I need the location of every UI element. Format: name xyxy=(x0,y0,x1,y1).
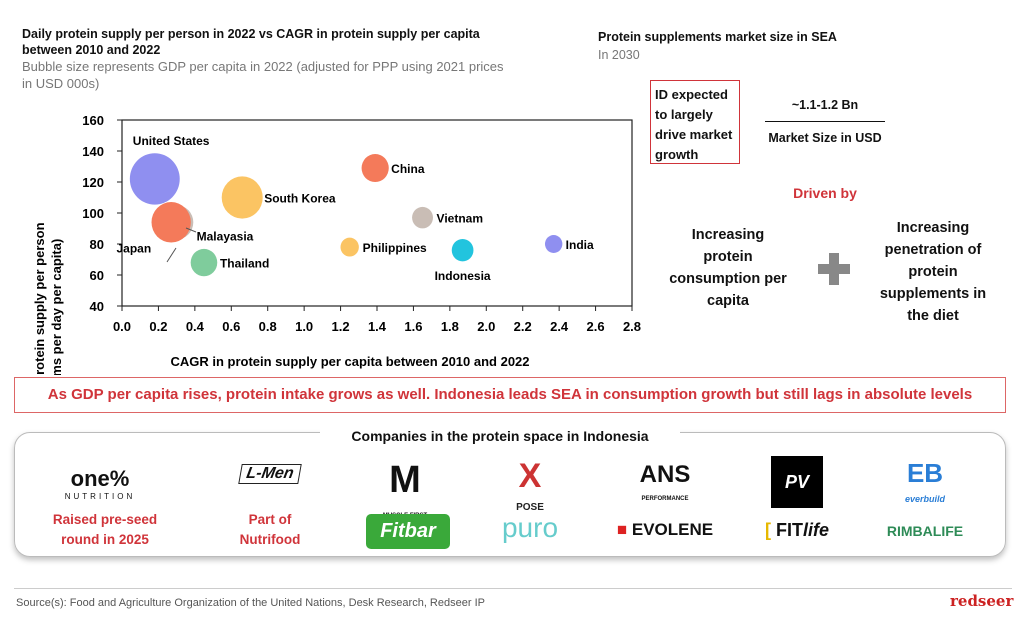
source-note: Source(s): Food and Agriculture Organiza… xyxy=(16,597,485,609)
y-tick-label: 40 xyxy=(90,299,104,314)
bubble-south-korea xyxy=(221,176,263,219)
driven-by-label: Driven by xyxy=(793,185,857,201)
one-percent-logo: one% NUTRITION xyxy=(64,466,136,501)
x-tick-label: 2.2 xyxy=(514,319,532,334)
pv-logo: PV xyxy=(771,456,823,508)
driver-consumption: Increasing protein consumption per capit… xyxy=(669,227,787,309)
us-leader-line xyxy=(166,247,177,263)
y-axis-label: Daily protein supply per person (grams pe… xyxy=(32,222,64,375)
chart-title: Daily protein supply per person in 2022 … xyxy=(22,27,480,57)
plus-icon xyxy=(818,253,850,285)
x-tick-label: 0.0 xyxy=(113,319,131,334)
ans-logo: ANS PERFORMANCE xyxy=(639,461,691,503)
id-note-box: ID expected to largely drive market grow… xyxy=(650,80,740,164)
driver-penetration: Increasing penetration of protein supple… xyxy=(879,220,987,324)
fitbar-logo: Fitbar xyxy=(366,514,450,549)
y-tick-label: 60 xyxy=(90,268,104,283)
bubble-philippines xyxy=(340,237,359,257)
bubble-chart: Daily protein supply per person (grams pe… xyxy=(32,113,641,375)
y-tick-label: 160 xyxy=(82,113,104,128)
one-percent-note: Raised pre-seed round in 2025 xyxy=(52,512,158,547)
x-tick-label: 0.8 xyxy=(259,319,277,334)
bubble-label: Indonesia xyxy=(435,269,491,283)
x-tick-label: 1.6 xyxy=(404,319,422,334)
bubble-indonesia xyxy=(451,239,474,262)
x-tick-label: 2.0 xyxy=(477,319,495,334)
xpose-logo: X POSE xyxy=(516,457,544,513)
rimbalife-logo: RIMBALIFE xyxy=(886,523,964,539)
bubble-label: United States xyxy=(133,134,210,148)
evolene-logo: ■ EVOLENE xyxy=(616,520,714,539)
lmen-note: Part of Nutrifood xyxy=(239,512,301,547)
bubble-india xyxy=(544,235,563,253)
bubble-label: India xyxy=(566,238,594,252)
everbuild-logo: EB everbuild xyxy=(904,458,945,504)
bubble-label: China xyxy=(391,162,425,176)
bubble-label: South Korea xyxy=(264,192,336,206)
divider xyxy=(765,121,885,122)
market-size-value: ~1.1-1.2 Bn xyxy=(791,98,859,112)
x-tick-label: 0.4 xyxy=(186,319,205,334)
bubble-united-states xyxy=(129,153,180,205)
bubble-label: Philippines xyxy=(363,241,427,255)
bubble-label: Malayasia xyxy=(197,229,254,243)
redseer-logo: redseer xyxy=(950,592,1014,610)
x-tick-label: 0.2 xyxy=(149,319,167,334)
key-insight-banner: As GDP per capita rises, protein intake … xyxy=(14,377,1006,413)
footer-divider xyxy=(14,588,1012,589)
puro-logo: puro xyxy=(501,512,559,543)
x-tick-label: 0.6 xyxy=(222,319,240,334)
market-title: Protein supplements market size in SEA xyxy=(598,30,837,44)
y-tick-label: 120 xyxy=(82,175,104,190)
malaysia-leader-line xyxy=(185,227,197,233)
x-axis-label: CAGR in protein supply per capita betwee… xyxy=(170,354,529,369)
x-tick-label: 1.4 xyxy=(368,319,387,334)
market-size-label: Market Size in USD xyxy=(768,131,882,145)
x-tick-label: 1.2 xyxy=(332,319,350,334)
bubble-label: Japan xyxy=(116,241,151,255)
x-tick-label: 2.4 xyxy=(550,319,569,334)
bubble-label: Thailand xyxy=(220,257,269,271)
x-tick-label: 2.8 xyxy=(623,319,641,334)
bubble-label: Vietnam xyxy=(437,212,483,226)
bubble-thailand xyxy=(190,248,218,277)
bubble-vietnam xyxy=(412,206,433,229)
x-tick-label: 1.8 xyxy=(441,319,459,334)
chart-subtitle: Bubble size represents GDP per capita in… xyxy=(22,59,504,91)
y-tick-label: 140 xyxy=(82,144,104,159)
bubble-china xyxy=(361,154,389,183)
lmen-logo: L-Men xyxy=(238,464,302,484)
fitlife-logo: [ FITlife xyxy=(764,520,829,540)
companies-title: Companies in the protein space in Indone… xyxy=(320,428,680,444)
y-tick-label: 80 xyxy=(90,237,104,252)
bubble-japan xyxy=(151,202,191,243)
x-tick-label: 2.6 xyxy=(587,319,605,334)
y-tick-label: 100 xyxy=(82,206,104,221)
x-tick-label: 1.0 xyxy=(295,319,313,334)
market-year: In 2030 xyxy=(598,48,640,62)
